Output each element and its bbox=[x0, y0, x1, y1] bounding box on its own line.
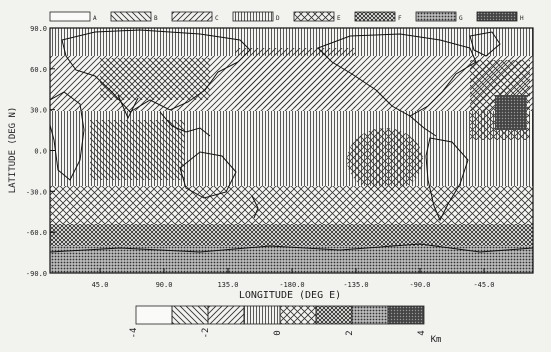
patch-asia bbox=[100, 58, 210, 100]
x-tick-label: -180.0 bbox=[279, 281, 304, 289]
x-tick-label: -90.0 bbox=[409, 281, 430, 289]
y-axis: 90.0 60.0 30.0 0.0 -30.0 -60.0 -90.0 bbox=[26, 25, 55, 278]
band-southern-ocean bbox=[50, 224, 533, 246]
coast-south-america bbox=[425, 137, 469, 222]
scale-tick-label: -2 bbox=[201, 328, 211, 339]
map-area bbox=[50, 28, 533, 273]
y-tick-label: 0.0 bbox=[34, 148, 47, 156]
legend-letter-h: H bbox=[520, 15, 524, 22]
scale-tick-label: -4 bbox=[129, 328, 139, 339]
legend-letter-e: E bbox=[337, 15, 341, 22]
scale-swatch bbox=[387, 305, 425, 325]
scale-swatch bbox=[315, 305, 353, 325]
scale-swatch bbox=[243, 305, 281, 325]
coast-antarctica bbox=[50, 243, 533, 253]
scale-swatch bbox=[207, 305, 245, 325]
scale-swatch bbox=[135, 305, 173, 325]
x-axis: 45.0 90.0 135.0 -180.0 -135.0 -90.0 -45.0 bbox=[92, 268, 495, 289]
x-tick-label: 90.0 bbox=[156, 281, 173, 289]
scale-unit: Km bbox=[431, 335, 442, 345]
y-tick-label: -30.0 bbox=[26, 188, 47, 196]
y-tick-label: 60.0 bbox=[30, 66, 47, 74]
patch-indian-ocean bbox=[90, 120, 185, 180]
scale-bar: -4 -2 0 2 4 bbox=[129, 305, 427, 339]
legend-top: A B C D E F G H bbox=[49, 11, 524, 22]
coastlines bbox=[50, 29, 533, 253]
scale-swatch bbox=[171, 305, 209, 325]
y-axis-title: LATITUDE (DEG N) bbox=[8, 107, 18, 194]
legend-swatch-a bbox=[49, 11, 91, 22]
y-tick-label: 30.0 bbox=[30, 107, 47, 115]
legend-swatch-b bbox=[110, 11, 152, 22]
coast-india bbox=[117, 94, 139, 120]
coast-africa bbox=[50, 91, 85, 181]
y-tick-label: -90.0 bbox=[26, 270, 47, 278]
patch-north-atlantic-core bbox=[495, 95, 527, 130]
scale-swatch bbox=[279, 305, 317, 325]
coast-greenland bbox=[469, 31, 501, 57]
legend-letter-d: D bbox=[276, 15, 280, 22]
legend-swatch-g bbox=[415, 11, 457, 22]
y-tick-label: 90.0 bbox=[30, 25, 47, 33]
patch-pacific-nw bbox=[235, 48, 355, 108]
coast-se-asia bbox=[159, 111, 211, 137]
x-tick-label: 135.0 bbox=[217, 281, 238, 289]
x-axis-title: LONGITUDE (DEG E) bbox=[239, 290, 341, 301]
legend-letter-f: F bbox=[398, 15, 402, 22]
y-tick-label: -60.0 bbox=[26, 229, 47, 237]
band-south-mid bbox=[50, 186, 533, 224]
legend-letter-b: B bbox=[154, 15, 158, 22]
coast-eurasia bbox=[61, 29, 251, 113]
x-tick-label: 45.0 bbox=[92, 281, 109, 289]
scale-tick-label: 0 bbox=[273, 330, 283, 335]
x-tick-label: -45.0 bbox=[473, 281, 494, 289]
legend-swatch-f bbox=[354, 11, 396, 22]
legend-letter-a: A bbox=[93, 15, 97, 22]
coast-australia bbox=[179, 151, 237, 199]
x-tick-label: -135.0 bbox=[343, 281, 368, 289]
legend-letter-g: G bbox=[459, 15, 463, 22]
scale-tick-label: 4 bbox=[417, 330, 427, 335]
coast-central-america bbox=[409, 115, 437, 137]
scale-tick-label: 2 bbox=[345, 330, 355, 335]
patch-east-pacific bbox=[347, 128, 423, 192]
legend-letter-c: C bbox=[215, 15, 219, 22]
legend-swatch-h bbox=[476, 11, 518, 22]
legend-swatch-c bbox=[171, 11, 213, 22]
legend-swatch-e bbox=[293, 11, 335, 22]
scale-swatch bbox=[351, 305, 389, 325]
coast-new-zealand bbox=[251, 195, 259, 219]
legend-swatch-d bbox=[232, 11, 274, 22]
coast-north-america bbox=[317, 33, 477, 117]
